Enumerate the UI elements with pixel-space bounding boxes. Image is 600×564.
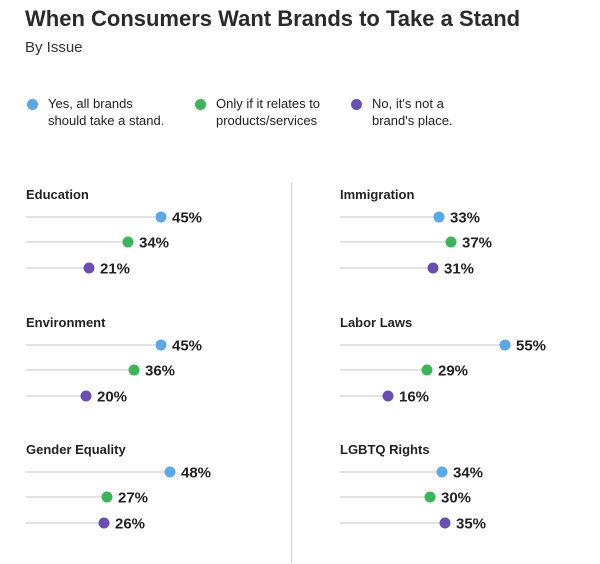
- legend-label-only-if: Only if it relates to products/services: [216, 96, 321, 128]
- legend-dot-only-if: [195, 99, 206, 110]
- dot-education-no: [83, 262, 95, 274]
- dot-environment-only-if: [128, 364, 140, 376]
- dot-labor-laws-no: [382, 390, 394, 402]
- dot-labor-laws-yes: [499, 339, 511, 351]
- panel-title-immigration: Immigration: [340, 187, 414, 202]
- value-label-lgbtq-rights-only-if: 30%: [441, 490, 471, 507]
- value-label-immigration-only-if: 37%: [462, 235, 492, 252]
- panel-title-lgbtq-rights: LGBTQ Rights: [340, 442, 430, 457]
- dot-labor-laws-only-if: [421, 364, 433, 376]
- chart-title: When Consumers Want Brands to Take a Sta…: [25, 6, 521, 31]
- value-label-lgbtq-rights-no: 35%: [456, 516, 486, 533]
- value-label-environment-only-if: 36%: [145, 363, 175, 380]
- chart-subtitle: By Issue: [25, 39, 83, 56]
- value-label-labor-laws-only-if: 29%: [438, 363, 468, 380]
- dot-environment-yes: [155, 339, 167, 351]
- value-label-education-no: 21%: [100, 261, 130, 278]
- dot-education-yes: [155, 211, 167, 223]
- dot-immigration-no: [427, 262, 439, 274]
- value-label-education-only-if: 34%: [139, 235, 169, 252]
- dot-gender-equality-no: [98, 517, 110, 529]
- value-label-immigration-no: 31%: [444, 261, 474, 278]
- dot-lgbtq-rights-only-if: [424, 491, 436, 503]
- value-label-labor-laws-yes: 55%: [516, 338, 546, 355]
- value-label-environment-yes: 45%: [172, 338, 202, 355]
- legend-dot-no: [351, 99, 362, 110]
- value-label-immigration-yes: 33%: [450, 210, 480, 227]
- panel-title-labor-laws: Labor Laws: [340, 315, 412, 330]
- value-label-labor-laws-no: 16%: [399, 389, 429, 406]
- dot-environment-no: [80, 390, 92, 402]
- panel-title-environment: Environment: [26, 315, 106, 330]
- dot-lgbtq-rights-no: [439, 517, 451, 529]
- panel-title-gender-equality: Gender Equality: [26, 442, 126, 457]
- panel-title-education: Education: [26, 187, 89, 202]
- value-label-gender-equality-yes: 48%: [181, 465, 211, 482]
- panel-divider: [291, 183, 292, 563]
- value-label-education-yes: 45%: [172, 210, 202, 227]
- dot-gender-equality-yes: [164, 466, 176, 478]
- value-label-environment-no: 20%: [97, 389, 127, 406]
- dot-gender-equality-only-if: [101, 491, 113, 503]
- dot-immigration-only-if: [445, 236, 457, 248]
- legend-label-no: No, it's not a brand's place.: [372, 96, 453, 128]
- legend-dot-yes: [27, 99, 38, 110]
- dot-education-only-if: [122, 236, 134, 248]
- value-label-lgbtq-rights-yes: 34%: [453, 465, 483, 482]
- dot-lgbtq-rights-yes: [436, 466, 448, 478]
- dot-immigration-yes: [433, 211, 445, 223]
- value-label-gender-equality-no: 26%: [115, 516, 145, 533]
- value-label-gender-equality-only-if: 27%: [118, 490, 148, 507]
- legend-label-yes: Yes, all brands should take a stand.: [48, 96, 165, 128]
